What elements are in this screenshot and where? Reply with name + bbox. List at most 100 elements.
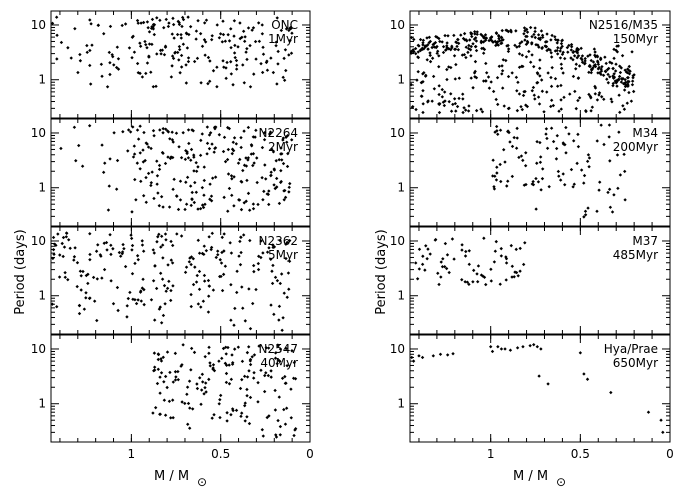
data-point <box>181 131 185 135</box>
data-point <box>247 287 251 291</box>
data-point <box>540 176 545 181</box>
data-point <box>524 55 529 59</box>
data-point <box>463 38 467 42</box>
data-point <box>282 56 286 61</box>
data-point <box>555 41 559 45</box>
data-point <box>218 397 222 402</box>
data-point <box>189 304 193 309</box>
data-point <box>186 401 191 406</box>
data-point <box>150 42 154 47</box>
data-point <box>141 20 146 25</box>
data-point <box>420 355 425 360</box>
data-point <box>583 56 587 61</box>
data-point <box>163 232 168 236</box>
data-point <box>589 68 594 72</box>
data-point <box>116 67 121 71</box>
data-point <box>620 53 625 58</box>
data-point <box>65 231 69 236</box>
data-point <box>279 168 283 173</box>
data-point <box>414 107 418 112</box>
data-point <box>449 109 454 113</box>
data-point <box>629 99 634 103</box>
data-point <box>542 110 546 114</box>
data-point <box>547 184 551 189</box>
data-point <box>520 53 525 57</box>
data-point <box>202 165 206 169</box>
data-point <box>501 58 505 62</box>
data-point <box>130 243 135 248</box>
data-point <box>185 46 190 50</box>
data-point <box>229 283 233 287</box>
data-point <box>172 177 176 182</box>
data-point <box>256 261 261 266</box>
data-point <box>139 299 143 303</box>
data-point <box>88 63 92 68</box>
data-point <box>78 52 82 57</box>
data-point <box>169 288 173 293</box>
data-point <box>242 129 246 133</box>
data-point <box>545 40 549 44</box>
data-point <box>484 79 488 83</box>
data-point <box>88 18 92 22</box>
data-point <box>188 184 193 188</box>
data-point <box>630 50 634 54</box>
data-point <box>102 241 106 245</box>
data-point <box>245 46 249 51</box>
data-point <box>115 158 120 163</box>
data-point <box>287 53 291 57</box>
data-point <box>287 185 291 190</box>
data-point <box>515 108 520 113</box>
data-point <box>271 70 276 75</box>
data-point <box>600 64 604 69</box>
data-point <box>208 182 212 186</box>
data-point <box>171 284 175 288</box>
data-point <box>208 364 212 368</box>
data-point <box>445 67 449 72</box>
data-point <box>231 408 235 413</box>
data-point <box>82 307 87 311</box>
data-point <box>571 50 575 55</box>
data-point <box>175 32 180 37</box>
data-point <box>206 55 211 60</box>
data-point <box>205 125 210 129</box>
x-tick-label: 0.5 <box>211 447 230 461</box>
data-point <box>463 280 467 284</box>
data-point <box>117 250 122 255</box>
data-point <box>538 58 542 62</box>
data-point <box>92 299 97 303</box>
data-point <box>207 351 211 355</box>
data-point <box>229 413 233 417</box>
data-point <box>170 138 175 142</box>
data-point <box>109 279 113 283</box>
data-point <box>240 359 245 364</box>
data-point <box>532 342 536 347</box>
left-y-axis-title: Period (days) <box>13 229 28 315</box>
data-point <box>108 233 112 237</box>
data-point <box>147 42 152 46</box>
data-point <box>196 165 200 169</box>
data-point <box>582 372 586 376</box>
data-point <box>135 254 140 258</box>
data-point <box>162 398 167 402</box>
data-point <box>578 351 583 355</box>
data-point <box>583 213 588 217</box>
data-point <box>604 61 608 66</box>
data-point <box>285 164 290 169</box>
data-point <box>132 50 137 54</box>
data-point <box>612 193 616 197</box>
data-point <box>88 232 92 236</box>
data-point <box>85 50 89 55</box>
data-point <box>564 125 568 130</box>
data-point <box>187 426 192 430</box>
data-point <box>421 41 425 45</box>
data-point <box>439 275 443 279</box>
data-point <box>179 36 183 40</box>
data-point <box>86 272 90 276</box>
y-tick-label: 10 <box>390 234 405 248</box>
data-point <box>563 183 567 187</box>
data-point <box>220 40 225 44</box>
data-point <box>460 278 464 282</box>
data-point <box>78 269 83 273</box>
data-point <box>602 142 606 147</box>
data-point <box>240 377 244 382</box>
